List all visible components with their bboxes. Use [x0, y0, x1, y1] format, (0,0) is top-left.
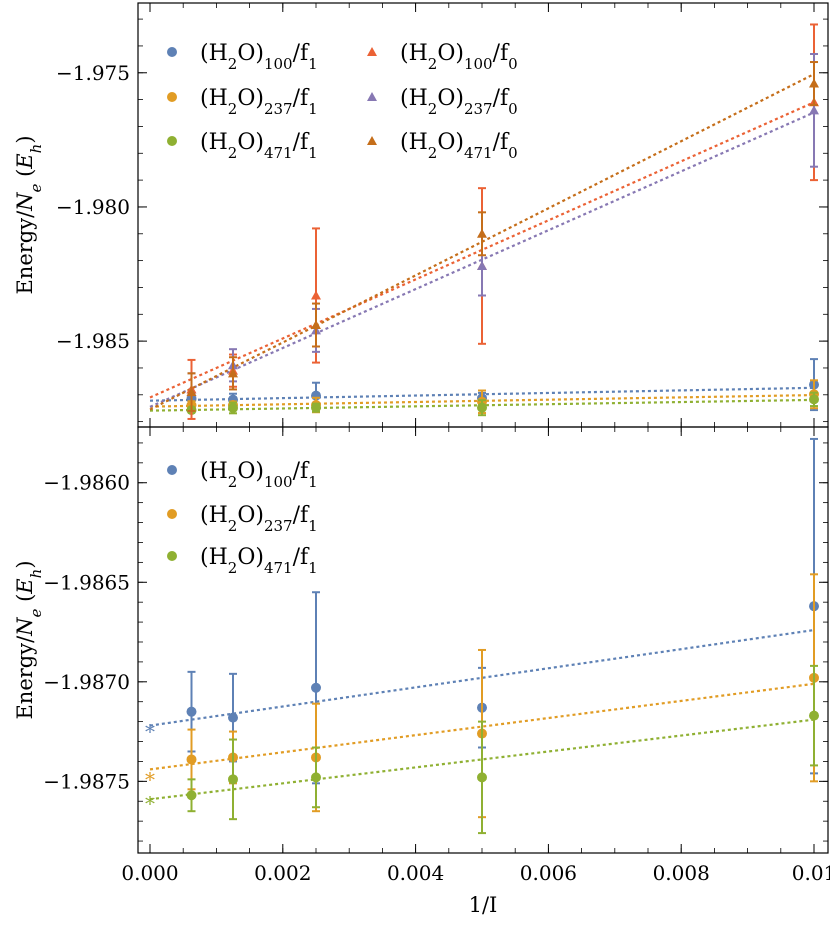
data-point — [809, 105, 819, 115]
legend-item: (H2O)237/f1 — [167, 503, 318, 535]
legend-label: (H2O)100/f1 — [200, 41, 318, 73]
extrapolated-star: * — [145, 767, 155, 791]
data-point — [311, 682, 321, 693]
data-point — [311, 402, 321, 413]
x-tick-label: 0.002 — [254, 861, 311, 885]
legend-item: (H2O)471/f1 — [167, 545, 318, 577]
top-panel: −1.985 −1.980 −1.975 Energy/Ne (Eh) (H2O)100… — [13, 2, 829, 428]
x-tick-label: 0.01 — [792, 861, 830, 885]
legend-marker — [167, 92, 177, 102]
legend-marker — [367, 47, 377, 56]
data-point — [311, 290, 321, 300]
legend-marker — [367, 92, 377, 101]
x-tick-label: 0.008 — [653, 861, 710, 885]
data-point — [477, 260, 487, 270]
legend-marker — [367, 136, 377, 145]
data-point — [477, 772, 487, 783]
y-tick-label: −1.9860 — [43, 471, 130, 495]
data-point — [477, 228, 487, 238]
legend-item: (H2O)237/f0 — [367, 86, 518, 118]
legend-item: (H2O)237/f1 — [167, 86, 318, 118]
legend-label: (H2O)100/f0 — [400, 41, 518, 73]
legend-label: (H2O)237/f1 — [200, 503, 318, 535]
extrapolated-star: * — [145, 720, 155, 744]
extrapolated-star: * — [145, 791, 155, 815]
x-tick-label: 0.004 — [387, 861, 444, 885]
x-tick-label: 0.006 — [520, 861, 577, 885]
y-tick-label: −1.975 — [56, 61, 130, 85]
data-point — [311, 772, 321, 783]
legend-marker — [167, 551, 177, 561]
data-point — [186, 387, 197, 397]
legend-marker — [167, 136, 177, 146]
legend-marker — [167, 47, 177, 57]
data-point — [311, 320, 321, 330]
legend-marker — [167, 509, 177, 519]
fit-line — [149, 628, 815, 727]
data-point — [228, 712, 238, 723]
y-tick-label: −1.980 — [56, 195, 130, 219]
bottom-panel: −1.9875 −1.9870 −1.9865 −1.9860 0.000 0.002 0.… — [13, 426, 830, 885]
data-point — [186, 790, 197, 801]
data-point — [228, 402, 238, 413]
data-point — [186, 706, 197, 717]
data-point — [809, 78, 819, 88]
fit-line — [149, 101, 815, 399]
legend-label: (H2O)471/f1 — [200, 545, 318, 577]
y-tick-label: −1.9865 — [43, 570, 130, 594]
legend-label: (H2O)471/f0 — [400, 130, 518, 162]
legend-label: (H2O)237/f1 — [200, 86, 318, 118]
plot-area — [149, 23, 819, 420]
y-tick-label: −1.9875 — [43, 769, 130, 793]
plot-area — [149, 437, 819, 835]
plot-frame — [137, 426, 829, 854]
data-point — [228, 368, 238, 378]
legend-item: (H2O)471/f1 — [167, 130, 318, 162]
y-axis-label: Energy/Ne (Eh) — [13, 135, 45, 294]
data-point — [186, 754, 197, 765]
legend-label: (H2O)100/f1 — [200, 459, 318, 491]
fit-line — [149, 111, 815, 408]
data-point — [477, 402, 487, 413]
data-point — [228, 774, 238, 785]
y-axis-label: Energy/Ne (Eh) — [13, 560, 45, 719]
legend-label: (H2O)237/f0 — [400, 86, 518, 118]
legend-item: (H2O)100/f1 — [167, 41, 318, 73]
y-tick-label: −1.9870 — [43, 670, 130, 694]
legend-marker — [167, 465, 177, 475]
legend-item: (H2O)100/f1 — [167, 459, 318, 491]
y-tick-label: −1.985 — [56, 329, 130, 353]
fit-line — [149, 73, 815, 411]
legend-item: (H2O)100/f0 — [367, 41, 518, 73]
x-tick-label: 0.000 — [121, 861, 178, 885]
legend-item: (H2O)471/f0 — [367, 130, 518, 162]
x-axis-label: 1/I — [469, 893, 498, 917]
legend-label: (H2O)471/f1 — [200, 130, 318, 162]
data-point — [809, 394, 819, 405]
data-point — [809, 710, 819, 721]
